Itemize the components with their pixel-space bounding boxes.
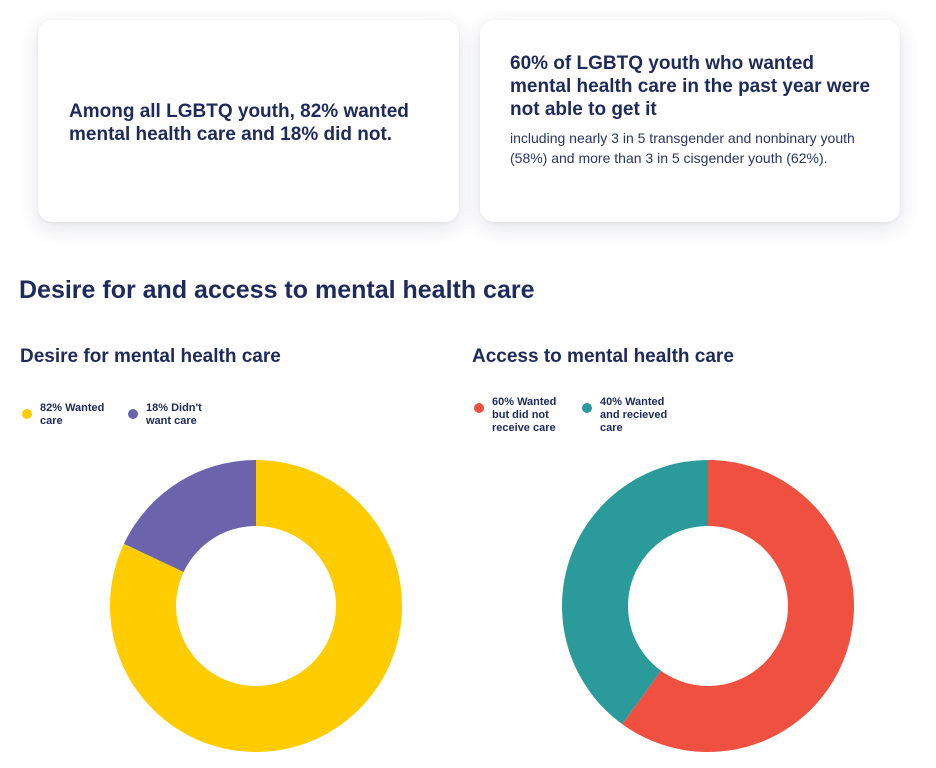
legend-label-wanted-care: 82% Wanted care xyxy=(40,402,114,428)
legend-item-not-received: 60% Wanted but did not receive care xyxy=(474,396,568,435)
legend-label-received: 40% Wanted and recieved care xyxy=(600,396,676,435)
legend-swatch-wanted-care xyxy=(22,409,32,419)
legend-swatch-didnt-want-care xyxy=(128,409,138,419)
legend-item-received: 40% Wanted and recieved care xyxy=(582,396,676,435)
stat-card-access: 60% of LGBTQ youth who wanted mental hea… xyxy=(480,20,900,222)
legend-item-wanted-care: 82% Wanted care xyxy=(22,402,114,428)
legend-swatch-not-received xyxy=(474,403,484,413)
legend-label-didnt-want-care: 18% Didn't want care xyxy=(146,402,220,428)
legend-swatch-received xyxy=(582,403,592,413)
legend-label-not-received: 60% Wanted but did not receive care xyxy=(492,396,568,435)
stat-card-desire: Among all LGBTQ youth, 82% wanted mental… xyxy=(38,20,459,222)
legend-access: 60% Wanted but did not receive care 40% … xyxy=(474,396,690,435)
stat-card-access-headline: 60% of LGBTQ youth who wanted mental hea… xyxy=(510,52,872,121)
legend-item-didnt-want-care: 18% Didn't want care xyxy=(128,402,220,428)
donut-chart-desire xyxy=(108,458,404,754)
chart-title-desire: Desire for mental health care xyxy=(20,346,281,368)
chart-title-access: Access to mental health care xyxy=(472,346,734,368)
donut-chart-access xyxy=(560,458,856,754)
stat-card-desire-text: Among all LGBTQ youth, 82% wanted mental… xyxy=(69,100,429,146)
section-title: Desire for and access to mental health c… xyxy=(19,276,535,305)
stat-card-access-detail: including nearly 3 in 5 transgender and … xyxy=(510,128,872,168)
legend-desire: 82% Wanted care 18% Didn't want care xyxy=(22,402,234,428)
